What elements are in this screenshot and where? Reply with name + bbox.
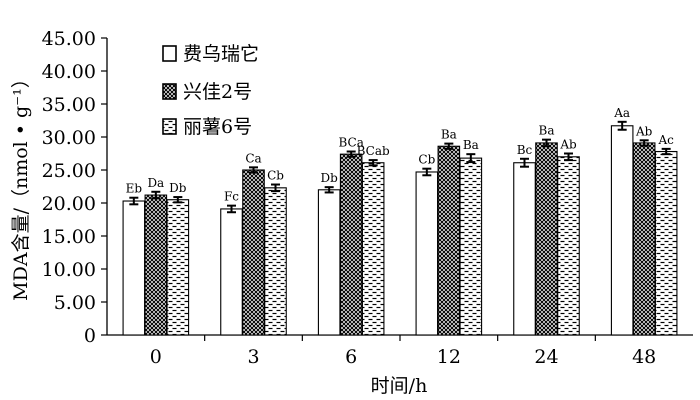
y-tick-label: 45.00 (42, 28, 96, 50)
y-axis-title: MDA含量/（nmol • g⁻¹） (10, 69, 32, 301)
significance-label: Ab (559, 138, 577, 152)
significance-label: Aa (613, 106, 630, 120)
legend-label: 费乌瑞它 (183, 43, 259, 65)
legend-swatch (162, 45, 177, 62)
y-tick-label: 30.00 (42, 127, 96, 149)
bar (437, 145, 461, 336)
y-axis-ticks: 0 5.00 10.00 15.00 20.00 25.00 30.00 35.00 40.00… (42, 28, 107, 347)
bar (361, 162, 385, 336)
significance-label: Ba (441, 128, 457, 142)
significance-label: Ac (657, 133, 674, 147)
significance-label: Cb (267, 169, 284, 183)
bar (459, 157, 483, 336)
series-1: Eb Fc Db Cb Bc Aa (122, 106, 634, 336)
x-tick-label: 3 (247, 346, 259, 368)
y-tick-label: 35.00 (42, 94, 96, 116)
significance-label: Ca (245, 151, 261, 165)
significance-label: Ab (635, 124, 653, 138)
legend-swatch (162, 83, 177, 100)
significance-label: Bc (517, 143, 533, 157)
y-tick-label: 5.00 (54, 292, 96, 314)
bar (513, 162, 536, 336)
significance-label: Cb (418, 153, 435, 167)
bar (242, 169, 265, 336)
legend-swatch (162, 118, 177, 135)
legend-item: 费乌瑞它 (162, 43, 259, 65)
significance-label: Ba (539, 124, 555, 138)
significance-label: Db (169, 181, 187, 195)
bar (220, 208, 243, 336)
y-tick-label: 0 (84, 325, 96, 347)
x-tick-label: 48 (632, 346, 656, 368)
significance-label: BCa (338, 136, 363, 150)
bar (339, 153, 363, 336)
significance-label: BCab (357, 144, 390, 158)
y-tick-label: 10.00 (42, 259, 96, 281)
x-tick-label: 12 (437, 346, 461, 368)
y-tick-label: 25.00 (42, 160, 96, 182)
bar (535, 142, 558, 336)
y-tick-label: 20.00 (42, 193, 96, 215)
x-tick-label: 0 (150, 346, 162, 368)
bar (557, 156, 580, 336)
significance-label: Fc (224, 190, 239, 204)
legend-item: 兴佳2号 (162, 81, 252, 103)
bar (610, 125, 634, 336)
y-tick-label: 40.00 (42, 61, 96, 83)
x-axis-title: 时间/h (371, 375, 428, 397)
significance-label: Db (321, 171, 339, 185)
y-tick-label: 15.00 (42, 226, 96, 248)
legend-label: 丽薯6号 (183, 116, 252, 138)
significance-label: Ba (463, 138, 479, 152)
significance-label: Da (147, 176, 164, 190)
x-axis-ticks: 0 3 6 12 24 48 (150, 335, 656, 368)
legend-label: 兴佳2号 (183, 81, 252, 103)
bar (415, 171, 439, 336)
significance-label: Eb (126, 182, 143, 196)
bar (122, 200, 146, 336)
series-3: Db Cb BCab Ba Ab Ac (166, 133, 678, 336)
bar (166, 199, 190, 336)
bar (264, 187, 287, 336)
x-tick-label: 6 (345, 346, 357, 368)
x-tick-label: 24 (534, 346, 558, 368)
bar (317, 189, 341, 336)
bars: Eb Fc Db Cb Bc Aa Da Ca BCa Ba Ba Ab Db Cb BCab Ba Ab Ac (122, 106, 678, 336)
legend-item: 丽薯6号 (162, 116, 252, 138)
bar (632, 142, 656, 336)
bar (654, 150, 678, 336)
bar (144, 194, 168, 336)
series-2: Da Ca BCa Ba Ba Ab (144, 124, 656, 336)
